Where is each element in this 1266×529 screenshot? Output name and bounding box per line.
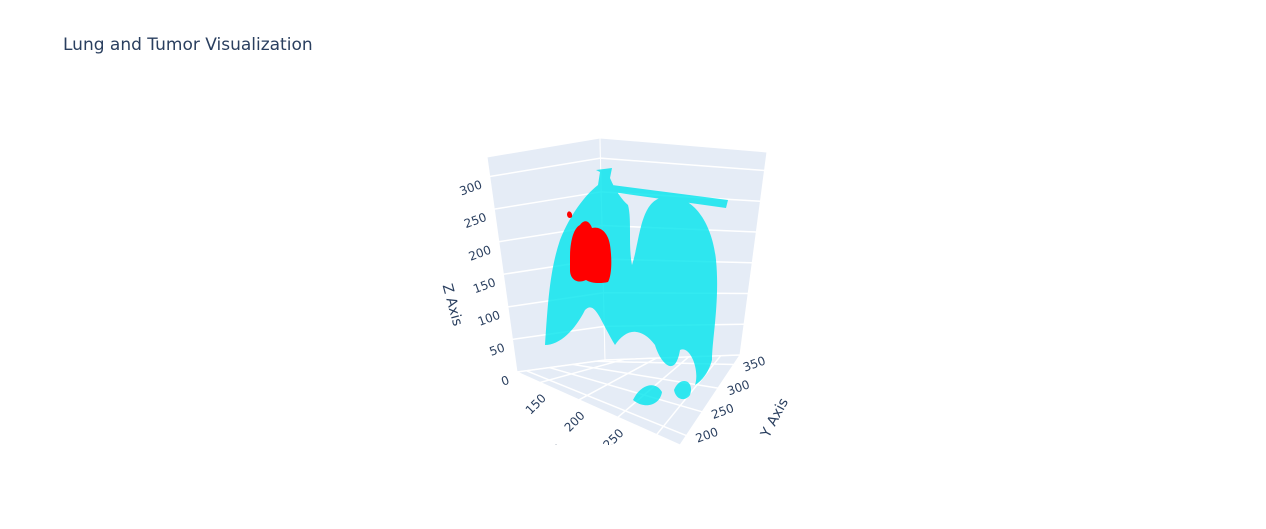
y-tick-label: 350	[741, 354, 767, 375]
tumor-mesh	[567, 211, 612, 284]
z-tick-label: 300	[458, 177, 484, 198]
x-tick-label: 150	[523, 391, 549, 417]
y-tick-label: 300	[725, 377, 751, 398]
grid-line	[578, 357, 657, 401]
grid-line	[489, 157, 765, 178]
grid-line	[549, 366, 703, 413]
z-tick-label: 150	[471, 275, 497, 296]
z-tick-label: 0	[499, 373, 511, 389]
grid-line	[572, 363, 719, 389]
chart-title: Lung and Tumor Visualization	[63, 35, 313, 55]
x-tick-label: 300	[639, 443, 665, 469]
y-tick-label: 200	[694, 425, 720, 446]
meshes	[545, 168, 728, 406]
grid-line	[525, 370, 687, 437]
x-tick-label: 250	[600, 426, 626, 452]
grid-line	[540, 358, 625, 384]
x-axis-title: X Axis	[525, 441, 566, 484]
z-tick-label: 250	[462, 210, 488, 231]
y-tick-label: 250	[710, 401, 736, 422]
z-tick-label: 50	[488, 340, 507, 358]
scene: 0501001502002503002002503003501502002503…	[439, 137, 792, 484]
x-tick-label: 200	[562, 409, 588, 435]
z-tick-label: 100	[476, 308, 502, 329]
z-axis-title: Z Axis	[439, 282, 466, 328]
y-axis-title: Y Axis	[758, 396, 792, 442]
z-tick-label: 200	[467, 243, 493, 264]
